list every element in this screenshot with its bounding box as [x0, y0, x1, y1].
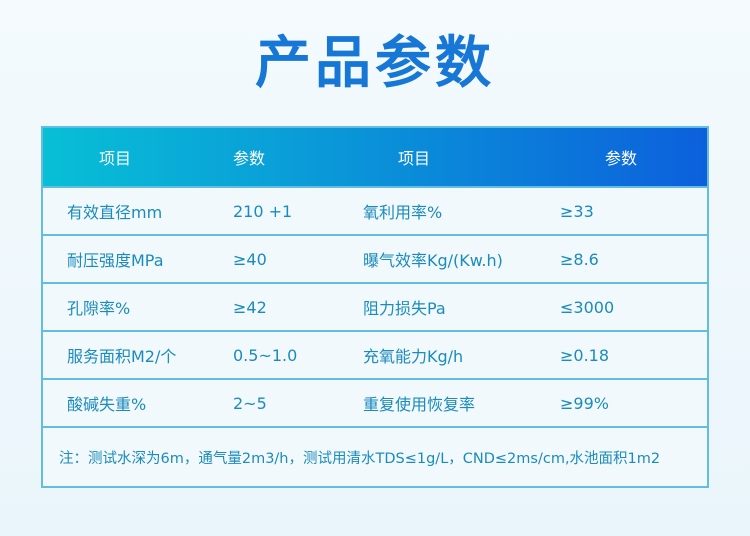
cell: 有效直径mm — [67, 203, 163, 222]
cell: 2~5 — [233, 393, 267, 413]
header-param: 参数 — [233, 149, 266, 168]
cell: ≥8.6 — [560, 249, 599, 269]
cell: ≥42 — [233, 297, 267, 317]
table-row: 酸碱失重% 2~5 重复使用恢复率 ≥99% — [43, 378, 707, 426]
table-header: 项目 参数 项目 参数 — [43, 128, 707, 186]
table-row: 耐压强度MPa ≥40 曝气效率Kg/(Kw.h) ≥8.6 — [43, 234, 707, 282]
test-conditions-note: 注：测试水深为6m，通气量2m3/h，测试用清水TDS≤1g/L，CND≤2ms… — [43, 426, 707, 486]
cell: 耐压强度MPa — [67, 251, 164, 270]
cell: ≥99% — [560, 393, 609, 413]
cell: 曝气效率Kg/(Kw.h) — [363, 251, 503, 270]
page-title: 产品参数 — [255, 31, 495, 96]
cell: ≥0.18 — [560, 345, 610, 365]
cell: 0.5~1.0 — [233, 345, 298, 365]
cell: 孔隙率% — [67, 299, 131, 318]
table-row: 孔隙率% ≥42 阻力损失Pa ≤3000 — [43, 282, 707, 330]
cell: 阻力损失Pa — [363, 299, 446, 318]
cell: 服务面积M2/个 — [67, 347, 177, 366]
table-row: 有效直径mm 210 +1 氧利用率% ≥33 — [43, 186, 707, 234]
cell: 210 +1 — [233, 201, 293, 221]
header-param: 参数 — [605, 149, 638, 168]
cell: 充氧能力Kg/h — [363, 347, 464, 366]
cell: 重复使用恢复率 — [363, 395, 476, 414]
cell: ≥33 — [560, 201, 594, 221]
cell: 酸碱失重% — [67, 395, 147, 414]
parameters-table: 项目 参数 项目 参数 有效直径mm 210 +1 氧利用率% ≥33 耐压强度… — [41, 126, 709, 488]
table-row: 服务面积M2/个 0.5~1.0 充氧能力Kg/h ≥0.18 — [43, 330, 707, 378]
cell: ≤3000 — [560, 297, 615, 317]
cell: 氧利用率% — [363, 203, 443, 222]
header-item: 项目 — [398, 149, 431, 168]
header-item: 项目 — [99, 149, 132, 168]
cell: ≥40 — [233, 249, 267, 269]
